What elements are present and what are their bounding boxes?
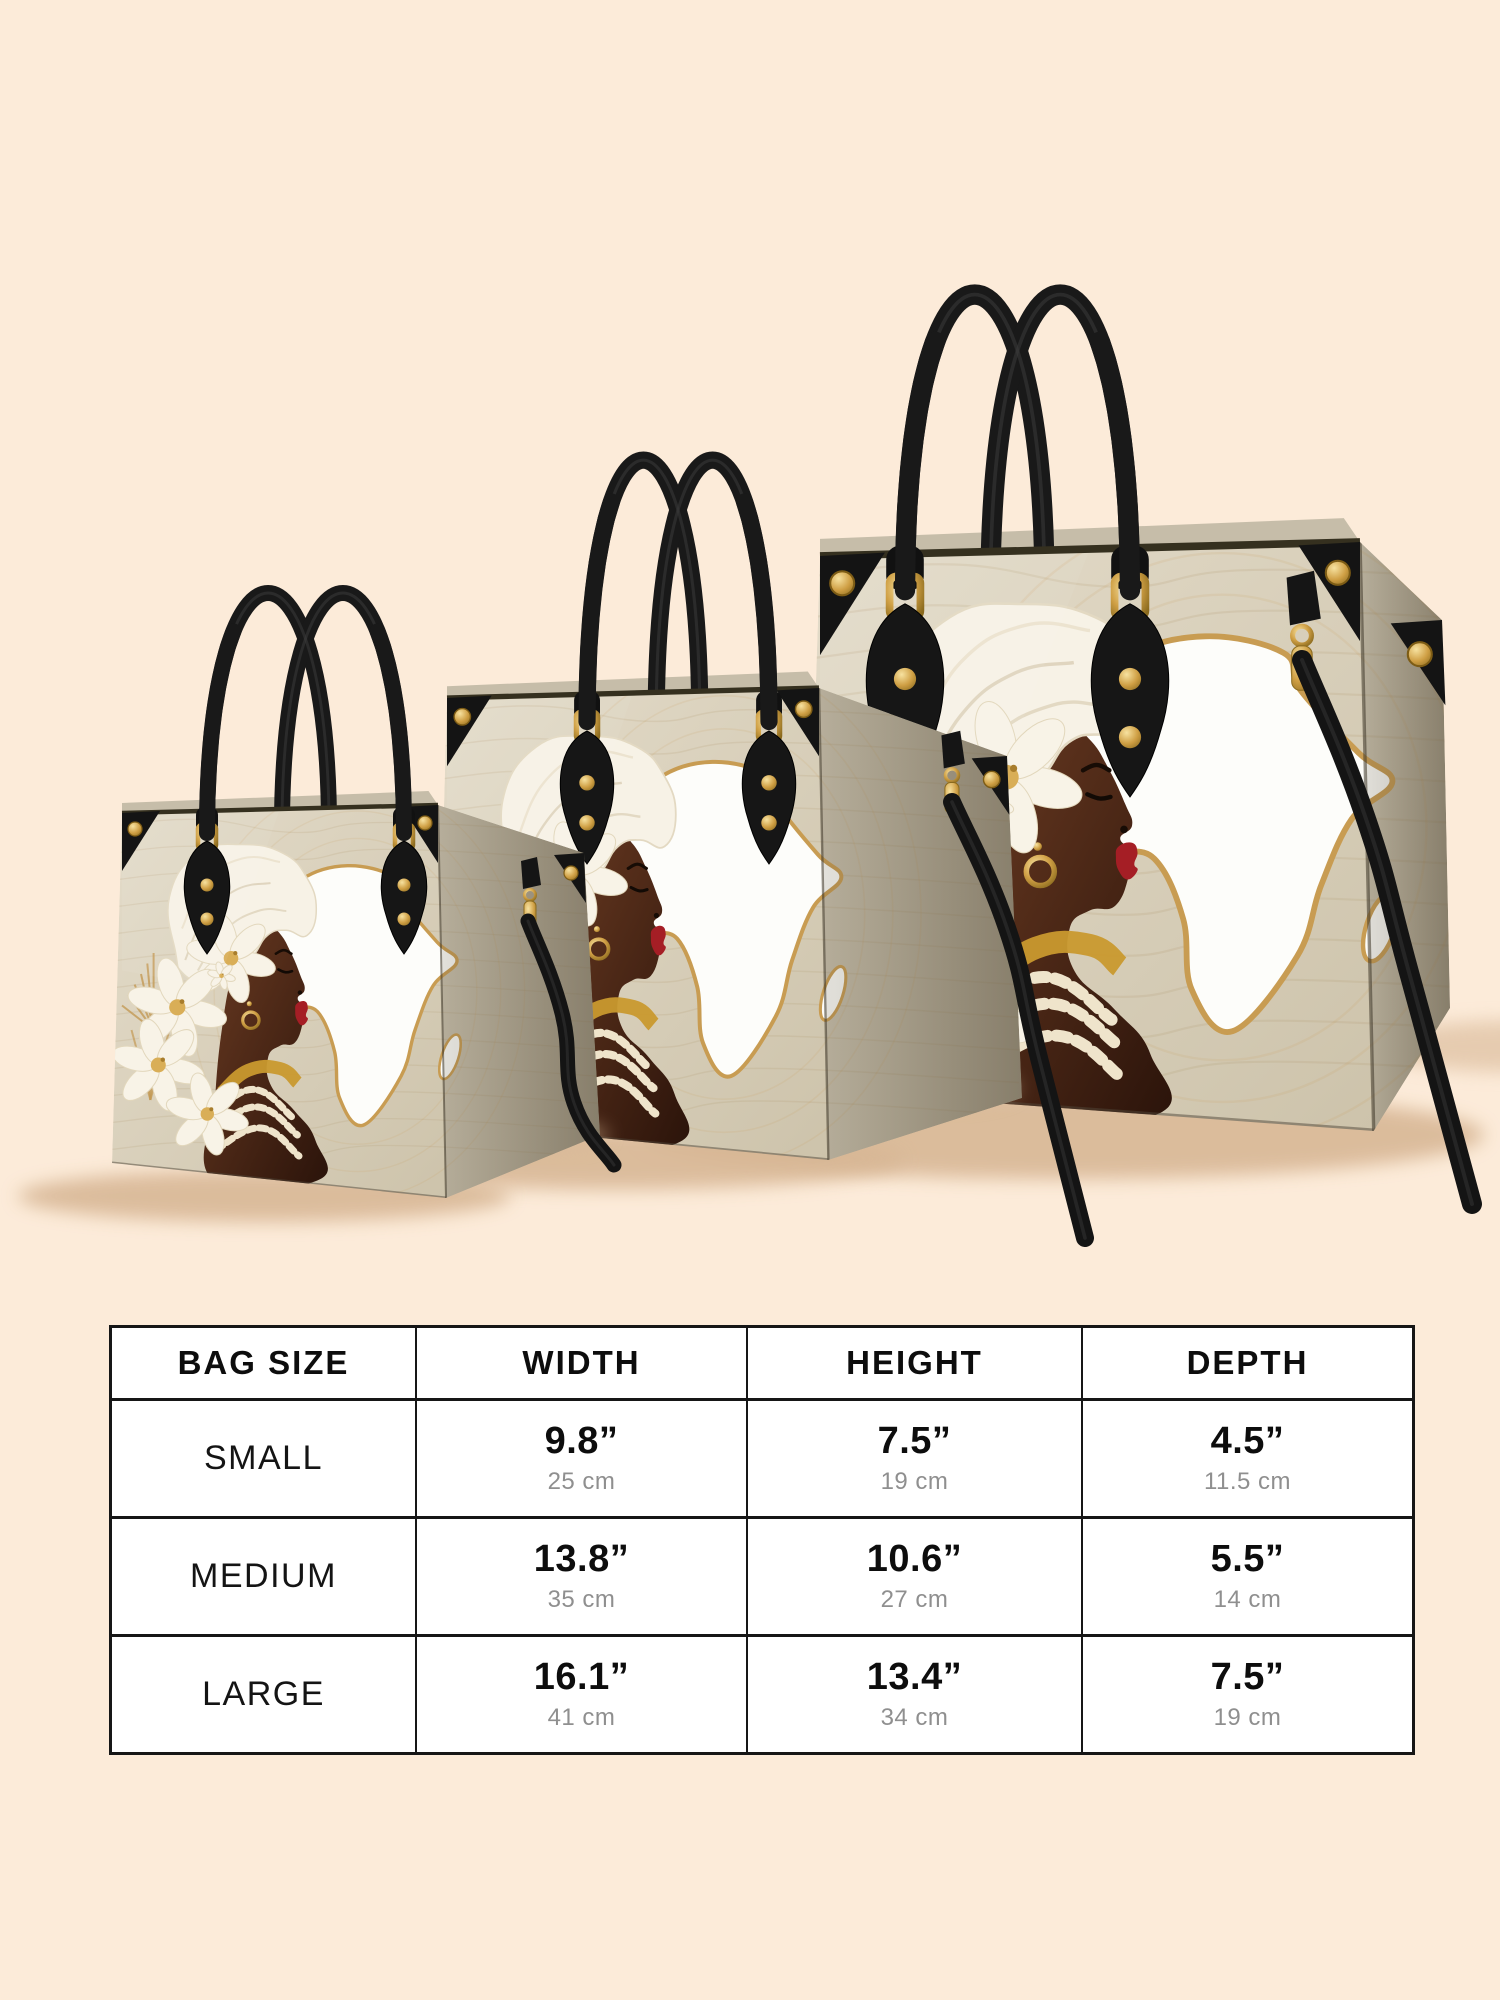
- small-handbag: [17, 585, 622, 1222]
- gold-earring: [241, 1010, 261, 1030]
- bag-side-panel: [1360, 542, 1450, 1131]
- cell-small-height: 7.5” 19 cm: [746, 1398, 1081, 1516]
- header-width: WIDTH: [415, 1328, 746, 1398]
- bag-hardware: [820, 331, 1446, 798]
- header-bag-size: BAG SIZE: [177, 1343, 350, 1381]
- cell-large-depth: 7.5” 19 cm: [1081, 1634, 1412, 1752]
- handbag-product-photo: [17, 284, 1500, 1247]
- lily-flowers-print: [112, 913, 276, 1156]
- bag-side-panel: [438, 805, 600, 1198]
- shoulder-strap: [1286, 570, 1482, 1214]
- bag-side-panel: [819, 688, 1022, 1160]
- gold-clasp-ring: [1290, 623, 1314, 648]
- red-lips: [295, 1001, 308, 1026]
- gold-clasp-ring: [943, 767, 961, 784]
- row-medium-label: MEDIUM: [112, 1516, 415, 1634]
- size-chart-table: BAG SIZE WIDTH HEIGHT DEPTH SMALL 9.8” 25…: [109, 1325, 1415, 1755]
- cell-medium-depth: 5.5” 14 cm: [1081, 1516, 1412, 1634]
- gold-necklace: [217, 1059, 302, 1098]
- shoulder-strap: [520, 857, 622, 1173]
- red-lips: [1115, 842, 1138, 880]
- cell-large-height: 13.4” 34 cm: [746, 1634, 1081, 1752]
- row-small-label: SMALL: [112, 1398, 415, 1516]
- header-depth: DEPTH: [1081, 1328, 1412, 1398]
- gold-earring: [1023, 854, 1058, 889]
- cell-small-depth: 4.5” 11.5 cm: [1081, 1398, 1412, 1516]
- bag-body: [112, 805, 600, 1198]
- bag-back-panel: [447, 671, 819, 698]
- row-large-label: LARGE: [112, 1634, 415, 1752]
- cell-large-width: 16.1” 41 cm: [415, 1634, 746, 1752]
- cell-medium-height: 10.6” 27 cm: [746, 1516, 1081, 1634]
- bag-hardware: [447, 493, 1010, 865]
- red-lips: [650, 925, 666, 956]
- bag-hardware: [122, 623, 586, 955]
- cell-small-width: 9.8” 25 cm: [415, 1398, 746, 1516]
- bag-back-panel: [820, 518, 1360, 556]
- shoulder-strap: [941, 730, 1094, 1247]
- cell-medium-width: 13.8” 35 cm: [415, 1516, 746, 1634]
- header-height: HEIGHT: [746, 1328, 1081, 1398]
- bag-top-piping: [446, 685, 820, 701]
